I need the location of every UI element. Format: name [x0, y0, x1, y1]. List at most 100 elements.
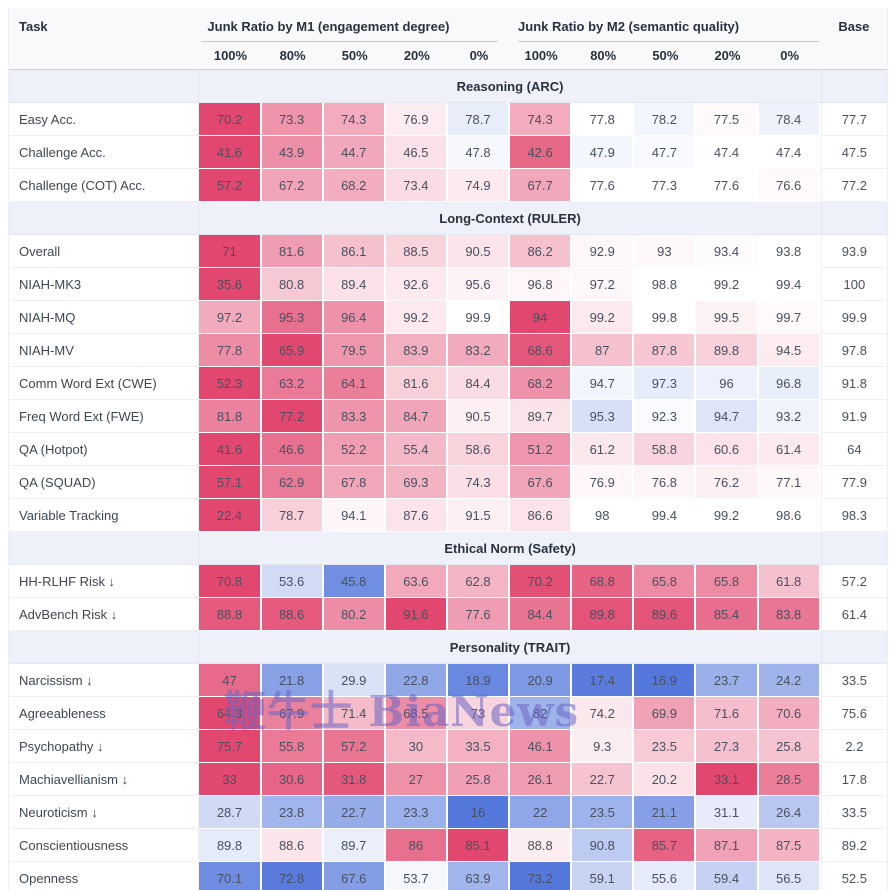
value-cell: 52.2 — [323, 433, 386, 466]
value-cell: 43.9 — [261, 136, 324, 169]
value-cell: 86.2 — [510, 235, 573, 268]
value-cell: 57.2 — [323, 730, 386, 763]
value-cell: 83.9 — [385, 334, 448, 367]
value-cell: 65.9 — [261, 334, 324, 367]
value-cell: 68.6 — [510, 334, 573, 367]
value-cell: 88.8 — [199, 598, 262, 631]
table-row: NIAH-MK3 35.6 80.8 89.4 92.6 95.6 96.8 97.2 98.8… — [9, 268, 887, 301]
value-cell: 47.9 — [572, 136, 635, 169]
section-row: Reasoning (ARC) — [9, 70, 887, 103]
value-cell: 68.2 — [323, 169, 386, 202]
value-cell: 89.8 — [696, 334, 759, 367]
value-cell: 80.8 — [261, 268, 324, 301]
value-cell: 89.6 — [634, 598, 697, 631]
value-cell: 77.6 — [696, 169, 759, 202]
value-cell: 97.2 — [199, 301, 262, 334]
value-cell: 30.6 — [261, 763, 324, 796]
value-cell: 97.3 — [634, 367, 697, 400]
value-cell: 83.3 — [323, 400, 386, 433]
value-cell: 23.5 — [634, 730, 697, 763]
value-cell: 77.2 — [261, 400, 324, 433]
task-cell: HH-RLHF Risk ↓ — [9, 565, 200, 598]
col-group-m1: Junk Ratio by M1 (engagement degree) — [199, 8, 511, 42]
base-cell: 89.2 — [820, 829, 887, 862]
value-cell: 77.3 — [634, 169, 697, 202]
value-cell: 78.7 — [261, 499, 324, 532]
value-cell: 96.8 — [758, 367, 821, 400]
value-cell: 29.9 — [323, 664, 386, 697]
col-header-base: Base — [820, 8, 887, 70]
value-cell: 63.2 — [261, 367, 324, 400]
value-cell: 31.1 — [696, 796, 759, 829]
value-cell: 56.5 — [758, 862, 821, 890]
value-cell: 64.1 — [323, 367, 386, 400]
value-cell: 24.2 — [758, 664, 821, 697]
value-cell: 73 — [447, 697, 511, 730]
value-cell: 95.3 — [572, 400, 635, 433]
col-header-m2-80pct: 80% — [572, 42, 635, 70]
table-header: Task Junk Ratio by M1 (engagement degree… — [9, 8, 887, 70]
value-cell: 57.2 — [199, 169, 262, 202]
value-cell: 86.1 — [323, 235, 386, 268]
section-row: Long-Context (RULER) — [9, 202, 887, 235]
value-cell: 63.6 — [385, 565, 448, 598]
value-cell: 88.6 — [261, 598, 324, 631]
base-cell: 97.8 — [820, 334, 887, 367]
value-cell: 58.6 — [447, 433, 511, 466]
value-cell: 74.3 — [447, 466, 511, 499]
table-row: QA (SQUAD) 57.1 62.9 67.8 69.3 74.3 67.6 76.9 76… — [9, 466, 887, 499]
value-cell: 47.4 — [696, 136, 759, 169]
section-task-spacer — [9, 532, 200, 565]
table-row: Challenge Acc. 41.6 43.9 44.7 46.5 47.8 42.6 47… — [9, 136, 887, 169]
value-cell: 93.4 — [696, 235, 759, 268]
section-task-spacer — [9, 202, 200, 235]
value-cell: 81.6 — [261, 235, 324, 268]
value-cell: 76.6 — [758, 169, 821, 202]
table-row: NIAH-MV 77.8 65.9 79.5 83.9 83.2 68.6 87 87.8 89.… — [9, 334, 887, 367]
col-header-m1-80pct: 80% — [261, 42, 324, 70]
section-row: Personality (TRAIT) — [9, 631, 887, 664]
table-row: Agreeableness 64.3 67.9 71.4 68.5 73 82 74.2 69.… — [9, 697, 887, 730]
value-cell: 77.6 — [447, 598, 511, 631]
value-cell: 46.1 — [510, 730, 573, 763]
value-cell: 82 — [510, 697, 573, 730]
value-cell: 90.5 — [447, 235, 511, 268]
value-cell: 92.9 — [572, 235, 635, 268]
value-cell: 70.6 — [758, 697, 821, 730]
col-header-m1-50pct: 50% — [323, 42, 386, 70]
value-cell: 26.4 — [758, 796, 821, 829]
base-cell: 33.5 — [820, 664, 887, 697]
value-cell: 88.6 — [261, 829, 324, 862]
section-label: Long-Context (RULER) — [199, 202, 821, 235]
base-cell: 91.8 — [820, 367, 887, 400]
value-cell: 73.3 — [261, 103, 324, 136]
task-cell: Narcissism ↓ — [9, 664, 200, 697]
value-cell: 79.5 — [323, 334, 386, 367]
value-cell: 58.8 — [634, 433, 697, 466]
value-cell: 9.3 — [572, 730, 635, 763]
table-row: Easy Acc. 70.2 73.3 74.3 76.9 78.7 74.3 77.8 78.… — [9, 103, 887, 136]
value-cell: 57.1 — [199, 466, 262, 499]
section-label: Ethical Norm (Safety) — [199, 532, 821, 565]
value-cell: 78.4 — [758, 103, 821, 136]
value-cell: 21.1 — [634, 796, 697, 829]
value-cell: 89.7 — [510, 400, 573, 433]
value-cell: 99.2 — [696, 499, 759, 532]
value-cell: 46.5 — [385, 136, 448, 169]
value-cell: 53.7 — [385, 862, 448, 890]
task-cell: NIAH-MV — [9, 334, 200, 367]
value-cell: 68.5 — [385, 697, 448, 730]
value-cell: 26.1 — [510, 763, 573, 796]
base-cell: 17.8 — [820, 763, 887, 796]
value-cell: 22.7 — [572, 763, 635, 796]
value-cell: 70.8 — [199, 565, 262, 598]
table-row: Freq Word Ext (FWE) 81.8 77.2 83.3 84.7 90.5 8… — [9, 400, 887, 433]
value-cell: 88.5 — [385, 235, 448, 268]
value-cell: 25.8 — [758, 730, 821, 763]
value-cell: 85.1 — [447, 829, 511, 862]
value-cell: 23.5 — [572, 796, 635, 829]
value-cell: 98.8 — [634, 268, 697, 301]
value-cell: 22.4 — [199, 499, 262, 532]
value-cell: 67.6 — [510, 466, 573, 499]
value-cell: 99.5 — [696, 301, 759, 334]
